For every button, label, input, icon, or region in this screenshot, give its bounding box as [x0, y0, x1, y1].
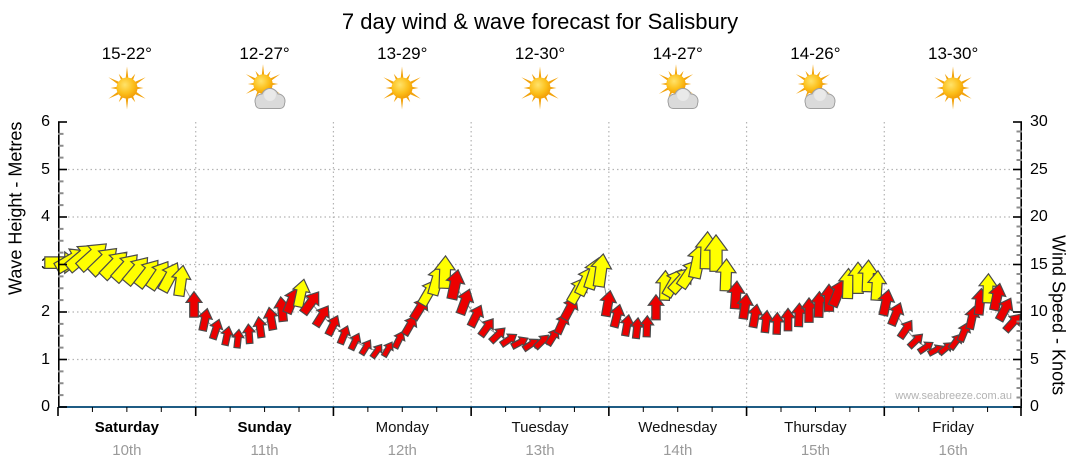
left-axis-tick: 6 [41, 113, 50, 130]
left-axis-tick: 5 [41, 160, 50, 178]
day-date-label: 14th [663, 442, 693, 459]
day-name-label: Tuesday [511, 419, 569, 436]
right-axis-tick: 30 [1030, 113, 1048, 130]
day-temperature: 13-30° [928, 44, 979, 63]
right-axis-tick: 10 [1030, 303, 1048, 320]
left-axis-tick: 3 [0, 256, 50, 274]
sun-cloud-icon [654, 64, 702, 112]
day-temperature: 14-26° [790, 44, 841, 63]
day-temperature: 15-22° [101, 44, 152, 63]
sun-icon [378, 64, 426, 112]
right-axis-tick: 5 [1030, 350, 1039, 368]
day-name-label: Sunday [237, 419, 292, 436]
day-name-label: Thursday [784, 419, 847, 436]
sun-icon [103, 64, 151, 112]
day-name-label: Saturday [94, 419, 159, 436]
right-axis-tick: 15 [1030, 255, 1048, 273]
right-axis-tick: 0 [1030, 398, 1039, 415]
day-temperature: 13-29° [377, 44, 428, 63]
day-name-label: Monday [375, 419, 429, 436]
day-date-label: 12th [387, 442, 417, 459]
page-title: 7 day wind & wave forecast for Salisbury [341, 9, 739, 34]
right-axis-tick: 25 [1030, 160, 1048, 178]
day-temperature: 14-27° [652, 44, 703, 63]
left-axis-tick: 0 [41, 398, 50, 415]
sun-cloud-icon [241, 64, 289, 112]
day-temperature: 12-30° [514, 44, 566, 63]
sun-icon [929, 64, 977, 112]
day-date-label: 13th [525, 442, 555, 459]
sun-cloud-icon [791, 64, 839, 112]
right-axis-tick: 20 [1030, 208, 1048, 225]
day-temperature: 12-27° [239, 44, 290, 63]
day-date-label: 10th [112, 442, 142, 459]
left-axis-tick: 2 [41, 303, 50, 320]
day-date-label: 16th [938, 442, 968, 459]
day-date-label: 15th [800, 442, 831, 459]
left-axis-tick: 1 [41, 350, 50, 368]
watermark: www.seabreeze.com.au [895, 390, 1012, 402]
day-name-label: Wednesday [638, 419, 718, 436]
wind-wave-chart [44, 121, 1023, 416]
sun-icon [516, 64, 564, 112]
day-name-label: Friday [932, 419, 974, 436]
day-date-label: 11th [250, 442, 279, 459]
left-axis-tick: 4 [41, 208, 50, 225]
